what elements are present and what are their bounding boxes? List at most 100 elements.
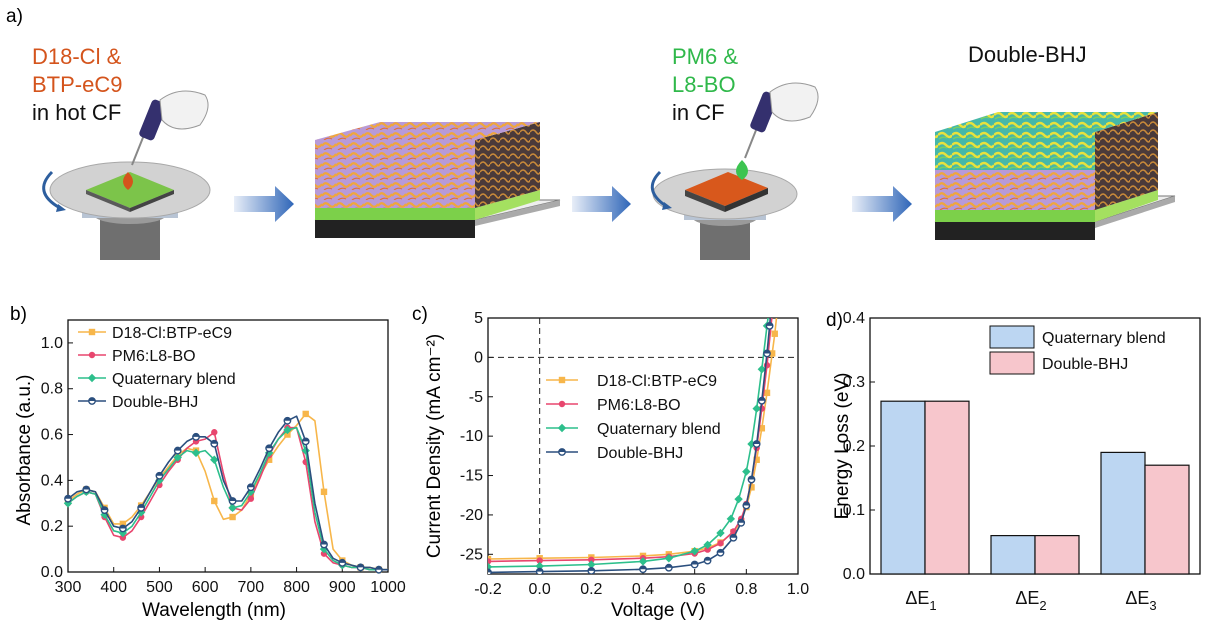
panel-c-series-line-3 (488, 318, 769, 568)
panel-d-y-tick-label: 0.4 (843, 310, 865, 327)
panel-d-category-label: ΔE3 (1125, 588, 1156, 613)
panel-b-series (63, 410, 388, 574)
panel-c-data-point-fill (769, 291, 775, 294)
panel-b-x-tick-label: 600 (192, 579, 219, 596)
panel-b-data-point-fill (320, 541, 328, 545)
panel-b-data-point (283, 425, 292, 435)
panel-b-label: b) (10, 304, 27, 325)
panel-b-series-line-3 (67, 426, 388, 571)
panel-c-x-tick-label: 0.2 (580, 581, 602, 598)
panel-c-x-axis-title: Voltage (V) (611, 600, 705, 621)
panel-b-data-point-fill (339, 559, 346, 563)
panel-b-data-point-fill (284, 417, 291, 421)
panel-c-legend-marker-fill (558, 448, 566, 452)
panel-c-legend-label: Double-BHJ (597, 445, 683, 462)
panel-c-jv-chart: c) -0.2 0.0 0.2 0.4 0.6 0.8 1.0 5 0 -5 -10 -15 -20 -2… (412, 291, 809, 621)
panel-d-legend-label: Double-BHJ (1042, 356, 1128, 373)
step1-solvent: in hot CF (32, 100, 121, 125)
panel-b-y-tick-label: 1.0 (41, 335, 63, 352)
panel-c-y-tick-label: -25 (460, 546, 483, 563)
panel-b-data-point (228, 503, 237, 513)
panel-b-x-axis-title: Wavelength (nm) (142, 600, 286, 621)
step1-material-line2: BTP-eC9 (32, 72, 122, 97)
panel-c-data-point-fill (488, 569, 492, 573)
panel-c-data-point (690, 546, 699, 556)
panel-c-data-point (753, 456, 760, 463)
panel-b-data-point (284, 431, 291, 438)
panel-b-data-point-fill (137, 504, 145, 508)
panel-c-x-tick-label: 0.8 (735, 581, 757, 598)
panel-c-data-point (763, 389, 771, 397)
panel-b-data-point (229, 513, 236, 521)
panel-b-y-axis-title: Absorbance (a.u.) (14, 374, 35, 525)
step2-material-line2: L8-BO (672, 72, 736, 97)
panel-b-data-point-fill (357, 564, 364, 568)
panel-c-legend-label: D18-Cl:BTP-eC9 (597, 373, 717, 390)
panel-c-data-point (588, 556, 595, 564)
panel-b-legend-marker (88, 328, 96, 336)
panel-b-data-point (247, 495, 255, 502)
panel-b-y-tick-label: 0.4 (41, 472, 63, 489)
panel-b-data-point-fill (174, 447, 181, 451)
panel-c-data-point (704, 546, 711, 553)
panel-c-y-tick-label: 5 (474, 310, 483, 327)
panel-b-data-point-fill (192, 433, 200, 437)
panel-d-bar (924, 400, 970, 575)
panel-b-data-point-fill (211, 440, 218, 444)
process-arrow-1 (234, 186, 294, 222)
panel-d-y-tick-label: 0.2 (843, 438, 865, 455)
panel-b-data-point (211, 497, 218, 505)
panel-b-data-point-fill (375, 566, 383, 570)
panel-c-data-point-fill (758, 397, 766, 401)
panel-d-category-label: ΔE1 (905, 588, 936, 613)
panel-c-y-tick-label: -20 (460, 507, 483, 524)
panel-d-legend-swatch (989, 325, 1035, 349)
panel-d-y-axis-title: Energy Loss (eV) (832, 373, 853, 520)
panel-c-data-point (748, 484, 755, 491)
panel-b-x-tick-label: 800 (283, 579, 310, 596)
panel-c-data-point (774, 307, 780, 313)
panel-b-legend-marker (87, 373, 97, 383)
panel-c-data-point (752, 404, 761, 413)
panel-b-absorbance-chart: b) 300 400 500 600 700 800 900 1000 0.0 0.2 0.4 0.6… (10, 304, 406, 621)
panel-c-data-point-fill (730, 534, 737, 538)
panel-b-data-point (173, 453, 182, 462)
panel-d-bar (880, 400, 926, 575)
panel-c-y-tick-label: -5 (469, 389, 483, 406)
step2-material-line1: PM6 & (672, 44, 738, 69)
panel-c-data-point (536, 557, 543, 564)
panel-c-data-point-fill (753, 440, 760, 445)
panel-b-x-tick-label: 900 (329, 579, 356, 596)
panel-c-data-point (716, 528, 725, 538)
panel-b-legend-label: Quaternary blend (112, 371, 236, 388)
panel-d-legend-swatch (989, 351, 1035, 375)
panel-a-schematic: a) D18-Cl & BTP-eC9 in hot CF PM6 & L8-B… (6, 6, 1176, 260)
pipette-icon (131, 90, 209, 166)
panel-b-x-tick-label: 400 (100, 579, 127, 596)
panel-b-y-tick-label: 0.2 (41, 518, 63, 535)
panel-b-plot-frame (67, 319, 389, 573)
panel-c-data-point (769, 291, 775, 297)
panel-b-x-tick-label: 300 (55, 579, 82, 596)
process-arrow-3 (852, 186, 912, 222)
panel-d-category-label: ΔE2 (1015, 588, 1046, 613)
panel-b-data-point-fill (119, 525, 127, 529)
panel-c-data-point-fill (665, 564, 673, 568)
panel-b-data-point (211, 429, 218, 436)
step2-solvent: in CF (672, 100, 725, 125)
panel-c-data-point (734, 494, 743, 504)
panel-b-data-point (302, 410, 309, 418)
panel-b-data-point (210, 455, 219, 464)
panel-d-energy-loss-chart: d) 0.0 0.1 0.2 0.3 0.4 ΔE1 ΔE2 ΔE3 Quaternary … (826, 310, 1201, 613)
panel-c-x-tick-label: 0.6 (684, 581, 706, 598)
panel-c-data-point-fill (743, 502, 750, 506)
panel-c-legend-marker (557, 423, 567, 433)
panel-b-legend-marker (88, 351, 96, 359)
panel-b-data-point (119, 534, 127, 541)
panel-c-series (488, 291, 780, 574)
panel-c-data-point (726, 514, 736, 524)
panel-c-x-tick-label: -0.2 (474, 581, 502, 598)
spin-coater-1-illustration (42, 161, 211, 260)
panel-b-data-point-fill (156, 472, 163, 476)
